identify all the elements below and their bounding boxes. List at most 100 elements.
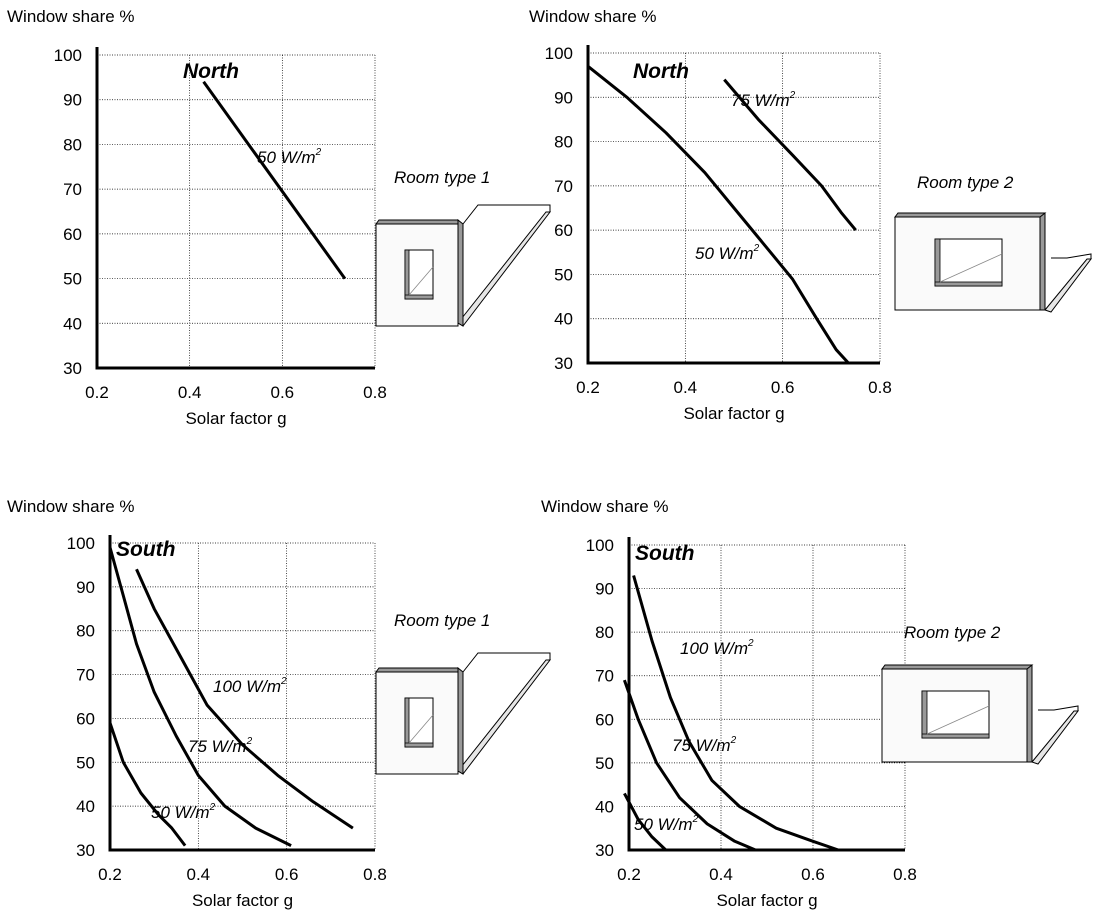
series-line [135,568,354,830]
series-line [202,80,347,280]
floor-slab [457,659,552,775]
series-label: 75 W/m2 [672,735,737,755]
y-tick-label: 60 [595,710,614,729]
y-tick-label: 30 [595,841,614,860]
window-glare-line [939,253,1003,283]
x-tick-label: 0.4 [709,865,733,884]
y-tick-label: 90 [63,91,82,110]
y-tick-label: 80 [595,623,614,642]
x-tick-label: 0.2 [85,383,109,402]
y-tick-label: 90 [595,580,614,599]
series-line [723,78,857,232]
series-label: 100 W/m2 [680,638,754,658]
wall-edge [457,666,464,775]
room-ceiling-line [462,204,551,225]
y-axis-title: Window share % [529,7,657,26]
x-tick-label: 0.6 [771,378,795,397]
room-diagram: Room type 1 [375,611,552,775]
room-type-label: Room type 2 [904,623,1001,642]
y-tick-label: 50 [63,270,82,289]
y-tick-label: 90 [554,88,573,107]
x-tick-label: 0.2 [576,378,600,397]
y-tick-label: 40 [76,797,95,816]
chart-title: North [183,60,239,83]
window-sill [934,281,1003,287]
room-diagram: Room type 2 [894,173,1093,313]
window-reveal-left [921,690,928,739]
series-line [632,575,839,852]
y-tick-label: 70 [554,177,573,196]
y-tick-label: 70 [63,180,82,199]
y-tick-label: 40 [595,797,614,816]
window-reveal-left [404,249,410,300]
window-sill [404,294,434,300]
series-label: 75 W/m2 [188,736,253,756]
y-tick-label: 80 [554,133,573,152]
room-ceiling-line [462,652,551,673]
window [404,249,434,300]
x-tick-label: 0.8 [363,383,387,402]
window-sill [404,742,434,748]
x-tick-label: 0.6 [275,865,299,884]
y-tick-label: 60 [63,225,82,244]
room-ceiling-line [1051,253,1092,259]
chart-title: North [633,60,689,83]
window-glare-line [408,714,434,744]
y-axis-title: Window share % [7,7,135,26]
x-tick-label: 0.4 [178,383,202,402]
y-axis-title: Window share % [7,497,135,516]
y-tick-label: 30 [554,354,573,373]
x-axis-title: Solar factor g [683,404,784,423]
x-tick-label: 0.4 [187,865,211,884]
chart-south-room-type-2: Window share % 100 90 80 70 60 50 40 300.2 0.4 0.6… [541,497,1080,910]
y-tick-label: 40 [63,314,82,333]
series-line [108,547,292,847]
x-axis-title: Solar factor g [185,409,286,428]
y-tick-label: 90 [76,578,95,597]
y-tick-label: 100 [67,534,95,553]
y-tick-label: 30 [76,841,95,860]
chart-north-room-type-2: Window share % 100 90 80 70 60 50 40 300.2 0.4 0.6… [529,7,1093,423]
series-label: 50 W/m2 [634,814,699,834]
chart-north-room-type-1: Window share % 100 90 80 70 60 50 40 300.2 0.4 0.6… [7,7,552,428]
y-tick-label: 40 [554,310,573,329]
room-type-label: Room type 1 [394,168,490,187]
window-reveal-left [404,697,410,748]
y-tick-label: 30 [63,359,82,378]
y-tick-label: 80 [76,622,95,641]
x-axis-title: Solar factor g [192,891,293,910]
y-tick-label: 100 [545,44,573,63]
series-line [622,679,757,852]
chart-title: South [635,542,694,565]
wall-edge [457,218,464,327]
x-tick-label: 0.8 [868,378,892,397]
series-label: 50 W/m2 [695,243,760,263]
wall-top [375,667,459,673]
series-line [623,792,667,852]
y-tick-label: 80 [63,135,82,154]
wall-edge [1039,212,1046,311]
window-sill [921,733,990,739]
x-tick-label: 0.6 [271,383,295,402]
series-line [108,722,187,847]
chart-title: South [116,538,175,561]
wall-top [894,212,1047,218]
series-label: 50 W/m2 [151,802,216,822]
chart-south-room-type-1: Window share % 100 90 80 70 60 50 40 300.2 0.4 0.6… [7,497,552,910]
x-tick-label: 0.6 [801,865,825,884]
wall-edge [1026,664,1033,763]
y-axis-title: Window share % [541,497,669,516]
y-tick-label: 100 [54,46,82,65]
window [921,690,990,739]
room-type-label: Room type 1 [394,611,490,630]
y-tick-label: 70 [595,667,614,686]
x-tick-label: 0.4 [674,378,698,397]
floor-slab [457,211,552,327]
y-tick-label: 50 [554,265,573,284]
room-ceiling-line [1038,705,1079,711]
y-tick-label: 70 [76,666,95,685]
series-label: 100 W/m2 [213,676,287,696]
room-type-label: Room type 2 [917,173,1014,192]
x-tick-label: 0.2 [98,865,122,884]
